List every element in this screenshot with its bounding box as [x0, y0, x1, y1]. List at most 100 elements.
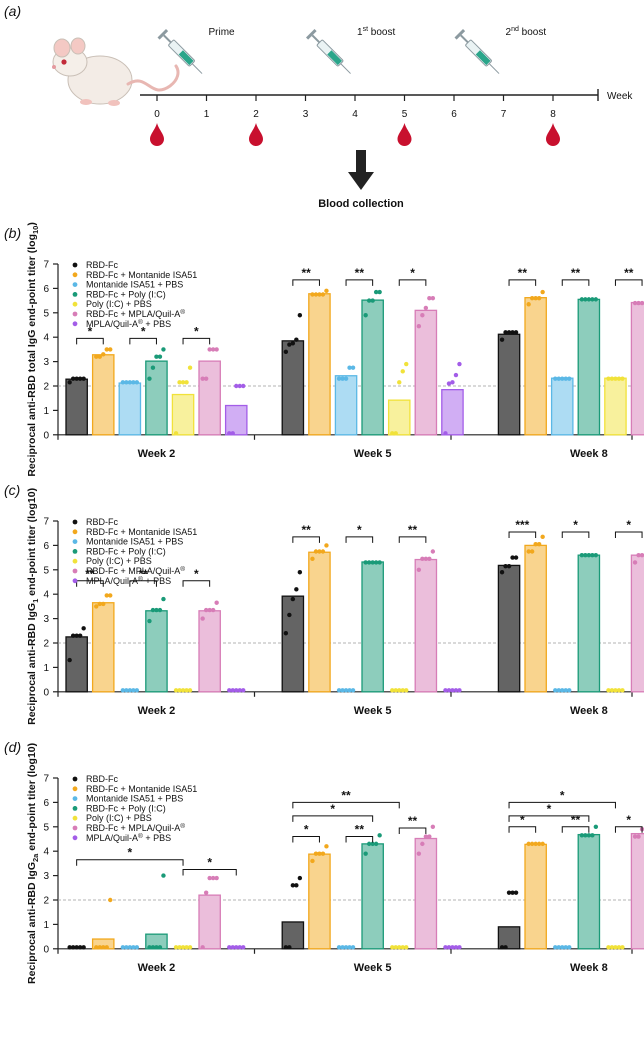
significance-label: *	[330, 802, 335, 816]
significance-label: **	[355, 823, 365, 837]
significance-bracket	[76, 337, 104, 345]
data-point	[553, 376, 558, 381]
bar	[198, 610, 221, 693]
legend-label: Poly (I:C) + PBS	[86, 556, 152, 566]
timeline-week-label: 8	[550, 109, 556, 120]
significance-bracket	[614, 826, 643, 833]
data-point	[310, 858, 315, 864]
data-point	[81, 945, 86, 950]
legend-marker	[72, 776, 78, 782]
data-point	[397, 945, 402, 950]
data-point	[430, 549, 436, 554]
data-point	[620, 688, 625, 693]
category-label: Week 5	[354, 448, 392, 460]
legend-marker	[72, 806, 78, 811]
data-point	[104, 347, 109, 352]
y-tick-label: 4	[43, 590, 49, 601]
syringe-icon	[454, 29, 500, 74]
data-point	[127, 380, 133, 385]
timeline-week-label: 2	[253, 109, 259, 120]
data-point	[74, 633, 79, 638]
data-point	[453, 688, 459, 693]
data-point	[567, 376, 572, 381]
data-point	[108, 897, 113, 903]
significance-label: *	[573, 518, 578, 532]
data-point	[620, 376, 625, 381]
data-point	[237, 383, 242, 389]
significance-label: **	[341, 788, 351, 802]
data-point	[180, 380, 186, 385]
blood-collection-label: Blood collection	[318, 198, 404, 210]
legend-marker	[72, 301, 78, 307]
bar	[334, 375, 358, 436]
legend-label: RBD-Fc + Montanide ISA51	[86, 270, 197, 280]
legend-label: MPLA/Quil-A® + PBS	[86, 575, 171, 586]
data-point	[533, 295, 538, 301]
data-point	[187, 365, 193, 370]
data-point	[77, 633, 83, 638]
y-tick-label: 7	[43, 774, 49, 785]
data-point	[506, 330, 512, 335]
data-point	[593, 297, 599, 302]
data-point	[297, 570, 303, 575]
data-point	[350, 945, 356, 950]
data-point	[586, 833, 592, 838]
data-point	[590, 552, 595, 558]
bar	[630, 554, 644, 693]
significance-bracket	[345, 836, 374, 843]
significance-label: *	[194, 567, 199, 581]
data-point	[457, 945, 462, 950]
legend-marker	[72, 815, 78, 821]
data-point	[536, 541, 542, 547]
data-point	[366, 560, 372, 565]
data-point	[157, 354, 163, 359]
legend-marker	[72, 796, 78, 801]
significance-label: **	[301, 266, 311, 280]
data-point	[120, 380, 126, 385]
legend-marker	[72, 272, 78, 278]
collection-arrow	[348, 150, 374, 190]
data-point	[241, 945, 246, 950]
significance-bracket	[76, 580, 104, 587]
significance-bracket	[614, 279, 643, 286]
data-point	[632, 560, 638, 565]
legend-marker	[72, 786, 78, 792]
data-point	[390, 431, 395, 436]
data-point	[287, 342, 292, 347]
data-point	[324, 288, 329, 294]
legend-marker	[72, 282, 78, 287]
data-point	[613, 945, 618, 950]
legend-label: Montanide ISA51 + PBS	[86, 280, 183, 290]
data-point	[499, 337, 505, 342]
significance-label: ***	[515, 518, 529, 532]
significance-label: *	[357, 523, 362, 537]
data-point	[320, 549, 326, 554]
data-point	[404, 688, 409, 693]
significance-label: **	[408, 523, 418, 537]
data-point	[363, 313, 368, 318]
y-tick-label: 2	[43, 896, 49, 907]
significance-label: *	[141, 324, 146, 338]
data-point	[320, 851, 326, 856]
data-point	[343, 376, 349, 381]
data-point	[214, 875, 219, 881]
data-point	[131, 945, 136, 950]
data-point	[499, 570, 505, 575]
data-point	[187, 688, 193, 693]
data-point	[616, 688, 622, 693]
significance-bracket	[345, 279, 374, 286]
arrow-shaft	[356, 150, 366, 172]
bar	[91, 602, 115, 693]
data-point	[101, 601, 106, 607]
data-point	[207, 607, 212, 613]
data-point	[234, 945, 239, 950]
data-point	[503, 563, 508, 569]
data-point	[67, 657, 72, 663]
data-point	[124, 945, 129, 950]
event-label: 1st boost	[357, 26, 395, 38]
legend-marker	[72, 262, 78, 268]
timeline-week-label: 6	[451, 109, 457, 120]
y-tick-label: 5	[43, 822, 49, 833]
data-point	[373, 560, 379, 565]
timeline-week-label: 1	[204, 109, 210, 120]
